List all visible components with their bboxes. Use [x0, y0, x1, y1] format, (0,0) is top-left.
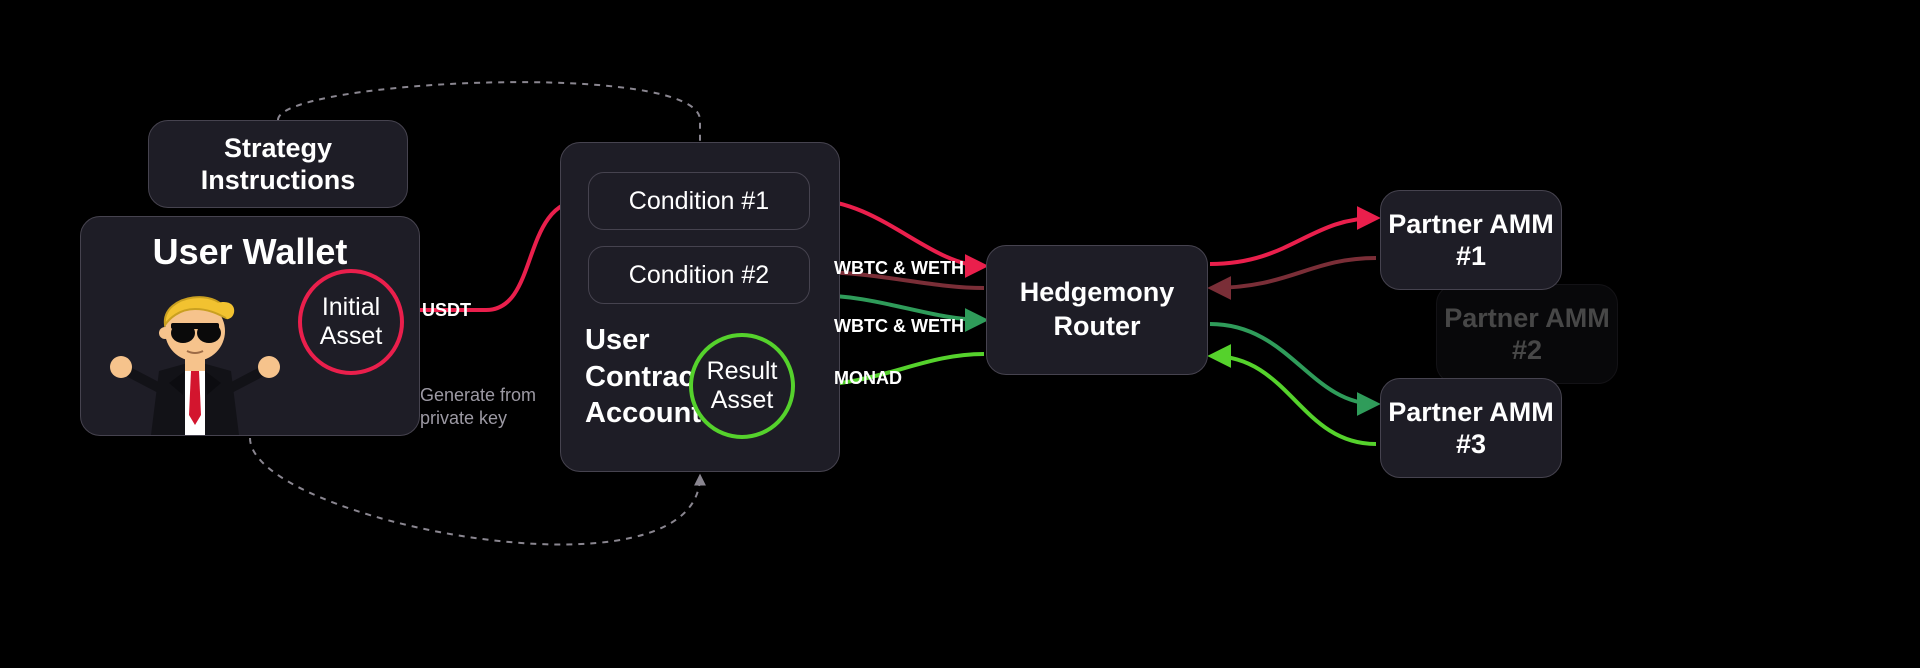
edge-label-genkey: Generate from private key: [420, 384, 580, 429]
node-label: Condition #1: [629, 187, 769, 216]
node-partner-amm-3: Partner AMM #3: [1380, 378, 1562, 478]
circle-initial-asset: Initial Asset: [298, 269, 404, 375]
edge-label-wbtc-1: WBTC & WETH: [834, 258, 964, 279]
wallet-avatar-icon: [99, 275, 289, 435]
edge-router-to-amm1: [1210, 218, 1376, 264]
edge-label-wbtc-2: WBTC & WETH: [834, 316, 964, 337]
diagram-canvas: { "diagram": { "type": "flowchart", "bac…: [0, 0, 1920, 668]
edge-router-to-amm3: [1210, 324, 1376, 404]
node-label: Hedgemony Router: [987, 276, 1207, 344]
edge-amm3-to-router: [1212, 356, 1376, 444]
node-label: Partner AMM #1: [1381, 208, 1561, 273]
circle-label: Initial Asset: [302, 293, 400, 351]
circle-label: Result Asset: [693, 357, 791, 415]
node-label: Condition #2: [629, 261, 769, 290]
node-strategy-instructions: Strategy Instructions: [148, 120, 408, 208]
node-partner-amm-1: Partner AMM #1: [1380, 190, 1562, 290]
node-label: Strategy Instructions: [149, 132, 407, 197]
node-label: Partner AMM #2: [1437, 302, 1617, 367]
edge-label-usdt: USDT: [422, 300, 471, 321]
edge-amm1-to-router: [1212, 258, 1376, 288]
node-partner-amm-2: Partner AMM #2: [1436, 284, 1618, 384]
edge-initial-to-cond1: [402, 200, 584, 310]
edge-label-monad: MONAD: [834, 368, 902, 389]
node-hedgemony-router: Hedgemony Router: [986, 245, 1208, 375]
wallet-title: User Wallet: [99, 231, 401, 273]
circle-result-asset: Result Asset: [689, 333, 795, 439]
node-condition-1: Condition #1: [588, 172, 810, 230]
node-condition-2: Condition #2: [588, 246, 810, 304]
node-label: Partner AMM #3: [1381, 396, 1561, 461]
